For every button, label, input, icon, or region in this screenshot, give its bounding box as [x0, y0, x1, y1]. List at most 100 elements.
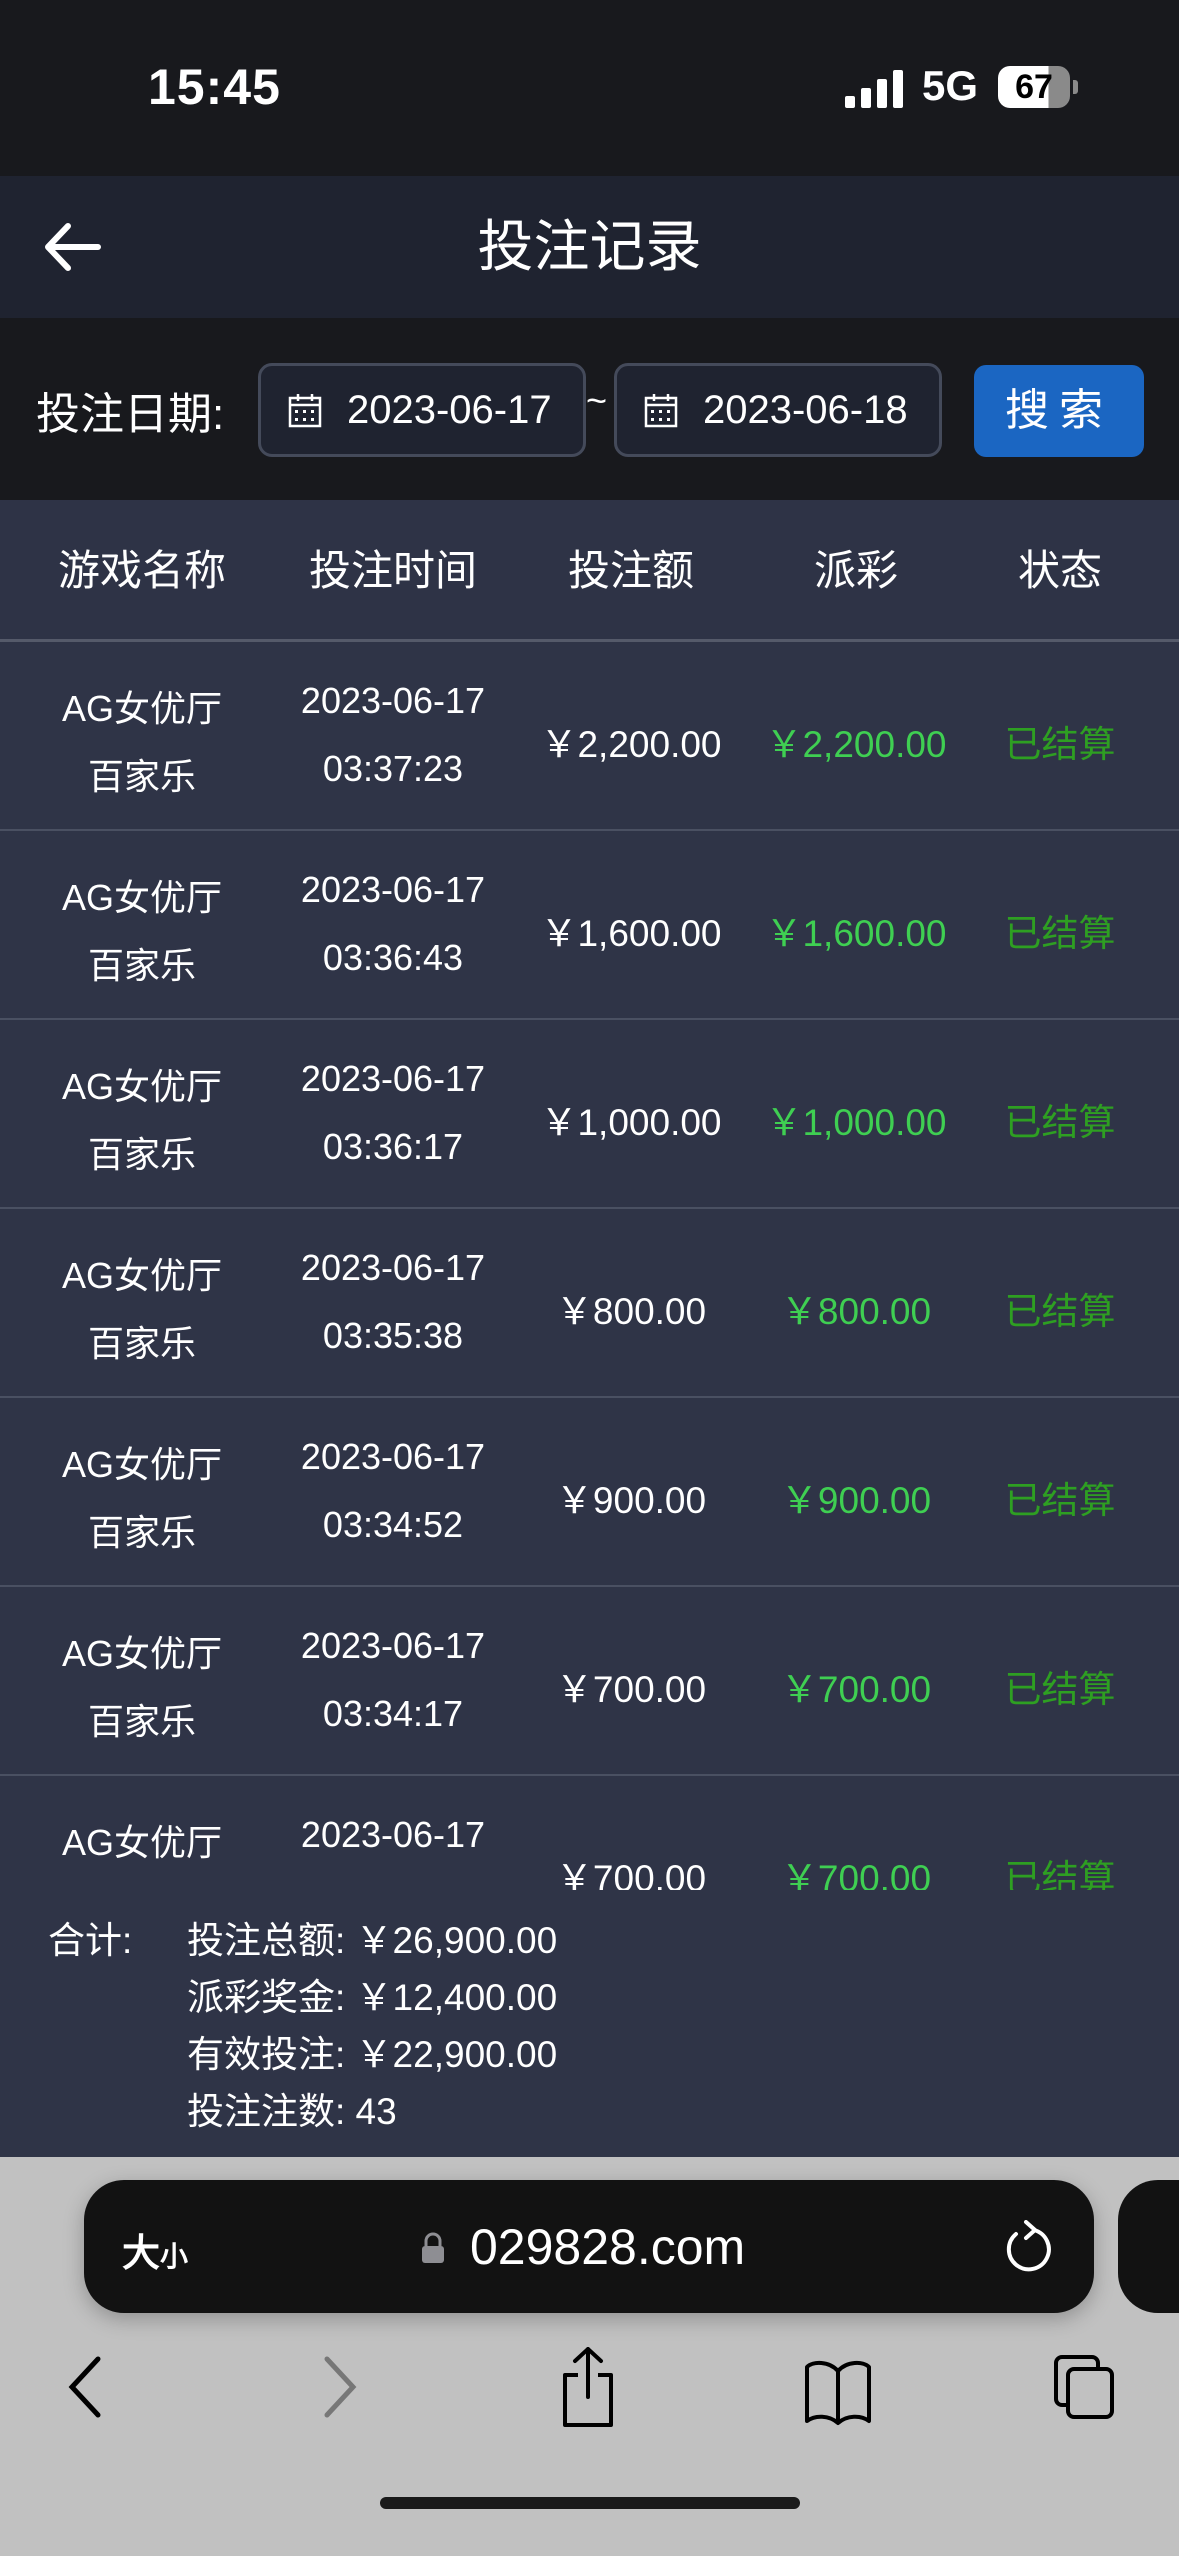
bet-amount: ￥1,000.00 — [540, 1102, 722, 1143]
column-bet-time: 投注时间 — [308, 547, 478, 594]
url-text: 029828.com — [470, 2219, 746, 2275]
page-title: 投注记录 — [477, 215, 702, 278]
battery-tip — [1073, 80, 1078, 94]
table-row[interactable]: AG女优厅百家乐 2023-06-17 03:37:23 ￥2,200.00 ￥2,20… — [0, 642, 1179, 831]
browser-toolbar: 大小 029828.com — [0, 2157, 1179, 2556]
bet-time: 03:35:38 — [322, 1315, 464, 1356]
game-name: 百家乐 — [87, 1323, 197, 1364]
status-badge: 已结算 — [1004, 1669, 1116, 1710]
game-name: 百家乐 — [87, 1512, 197, 1553]
tabs-icon[interactable] — [1052, 2347, 1122, 2427]
bet-time: 03:36:17 — [322, 1126, 464, 1167]
bet-time: 03:36:43 — [322, 937, 464, 978]
reload-icon[interactable] — [1002, 2220, 1054, 2276]
nav-header: 投注记录 — [0, 176, 1179, 318]
date-filter: 投注日期: 2023-06-17 ~ 2023-06-18 搜索 — [0, 318, 1179, 500]
payout-amount: ￥700.00 — [780, 1858, 932, 1890]
bet-amount: ￥2,200.00 — [540, 724, 722, 765]
status-badge: 已结算 — [1004, 913, 1116, 954]
game-name: 百家乐 — [88, 1882, 196, 1890]
total-bet-amount: 投注总额: ￥26,900.00 — [187, 1920, 558, 1961]
column-game-name: 游戏名称 — [57, 547, 227, 594]
status-bar: 15:45 5G 67 — [0, 0, 1179, 176]
game-name: 百家乐 — [87, 756, 197, 797]
table-row[interactable]: AG女优厅百家乐 2023-06-17 03:36:17 ￥1,000.00 ￥1,00… — [0, 1020, 1179, 1209]
game-hall: AG女优厅 — [61, 688, 223, 729]
bet-amount: ￥1,600.00 — [540, 913, 722, 954]
table-row[interactable]: AG女优厅百家乐 2023-06-17 03:34:17 ￥700.00 ￥700.00… — [0, 1587, 1179, 1776]
bet-amount: ￥700.00 — [555, 1669, 707, 1710]
start-date-value: 2023-06-17 — [347, 388, 552, 432]
clock: 15:45 — [148, 59, 281, 115]
game-hall: AG女优厅 — [61, 877, 223, 918]
table-row[interactable]: AG女优厅百家乐 2023-06-17 03:35:38 ￥800.00 ￥800.00… — [0, 1209, 1179, 1398]
status-badge: 已结算 — [1004, 1480, 1116, 1521]
bet-time: 03:37:23 — [322, 748, 464, 789]
start-date-input[interactable]: 2023-06-17 — [258, 363, 586, 457]
bet-date: 2023-06-17 — [300, 1436, 486, 1477]
back-icon[interactable] — [50, 2347, 120, 2427]
bet-date: 2023-06-17 — [300, 1625, 486, 1666]
home-indicator — [380, 2497, 800, 2509]
column-payout: 派彩 — [813, 547, 899, 594]
calendar-icon — [288, 394, 322, 428]
signal-icon — [845, 70, 903, 108]
forward-icon[interactable] — [305, 2347, 375, 2427]
end-date-input[interactable]: 2023-06-18 — [614, 363, 942, 457]
game-name: 百家乐 — [87, 945, 197, 986]
game-name: 百家乐 — [87, 1134, 197, 1175]
battery-icon: 67 — [998, 66, 1070, 108]
calendar-icon — [644, 394, 678, 428]
next-tab-preview[interactable] — [1118, 2180, 1179, 2313]
game-hall: AG女优厅 — [61, 1066, 223, 1107]
valid-bet-amount: 有效投注: ￥22,900.00 — [187, 2034, 558, 2075]
end-date-value: 2023-06-18 — [703, 388, 908, 432]
status-badge: 已结算 — [1004, 724, 1116, 765]
address-bar[interactable]: 大小 029828.com — [84, 2180, 1094, 2313]
status-badge: 已结算 — [1004, 1291, 1116, 1332]
bet-amount: ￥900.00 — [555, 1480, 707, 1521]
text-size-button[interactable]: 大小 — [122, 2222, 188, 2277]
bet-date: 2023-06-17 — [300, 1814, 486, 1855]
game-hall: AG女优厅 — [61, 1633, 223, 1674]
total-payout: 派彩奖金: ￥12,400.00 — [187, 1977, 558, 2018]
payout-amount: ￥2,200.00 — [765, 724, 947, 765]
text-size-large: 大 — [122, 2233, 161, 2275]
share-icon[interactable] — [553, 2347, 623, 2427]
date-label: 投注日期: — [36, 390, 225, 439]
bet-count: 投注注数: 43 — [187, 2091, 397, 2132]
column-bet-amount: 投注额 — [567, 547, 695, 594]
bet-time: 03:34:52 — [322, 1504, 464, 1545]
search-button[interactable]: 搜索 — [974, 365, 1144, 457]
bet-date: 2023-06-17 — [300, 869, 486, 910]
date-separator: ~ — [586, 380, 608, 421]
game-hall: AG女优厅 — [61, 1822, 223, 1863]
game-hall: AG女优厅 — [61, 1255, 223, 1296]
bookmarks-icon[interactable] — [803, 2347, 873, 2427]
bet-date: 2023-06-17 — [300, 1247, 486, 1288]
payout-amount: ￥700.00 — [780, 1669, 932, 1710]
table-header: 游戏名称 投注时间 投注额 派彩 状态 — [0, 500, 1179, 642]
payout-amount: ￥800.00 — [780, 1291, 932, 1332]
bet-amount: ￥700.00 — [555, 1858, 707, 1890]
bet-amount: ￥800.00 — [555, 1291, 707, 1332]
column-status: 状态 — [1017, 547, 1103, 594]
totals-summary: 合计: 投注总额: ￥26,900.00 派彩奖金: ￥12,400.00 有效… — [0, 1890, 1179, 2157]
text-size-small: 小 — [160, 2241, 189, 2272]
status-badge: 已结算 — [1004, 1102, 1116, 1143]
bet-records-list[interactable]: AG女优厅 百家乐 2023-06-17 03:37:23 ￥2,200.00 ￥2,20… — [0, 642, 1179, 1890]
table-row[interactable]: AG女优厅 百家乐 2023-06-17 03:34:52 ￥900.00 ￥900.00… — [0, 1398, 1179, 1587]
network-type: 5G — [922, 62, 979, 109]
totals-label: 合计: — [48, 1920, 133, 1961]
payout-amount: ￥1,600.00 — [765, 913, 947, 954]
bet-date: 2023-06-17 — [300, 1058, 486, 1099]
bet-time: 03:34:17 — [322, 1693, 464, 1734]
back-arrow-icon[interactable] — [38, 212, 108, 282]
table-row[interactable]: AG女优厅百家乐 2023-06-17 03:36:43 ￥1,600.00 ￥1,60… — [0, 831, 1179, 1020]
game-name: 百家乐 — [87, 1701, 197, 1742]
bet-date: 2023-06-17 — [300, 680, 486, 721]
status-badge: 已结算 — [1004, 1858, 1116, 1890]
lock-icon — [422, 2232, 444, 2263]
payout-amount: ￥1,000.00 — [765, 1102, 947, 1143]
